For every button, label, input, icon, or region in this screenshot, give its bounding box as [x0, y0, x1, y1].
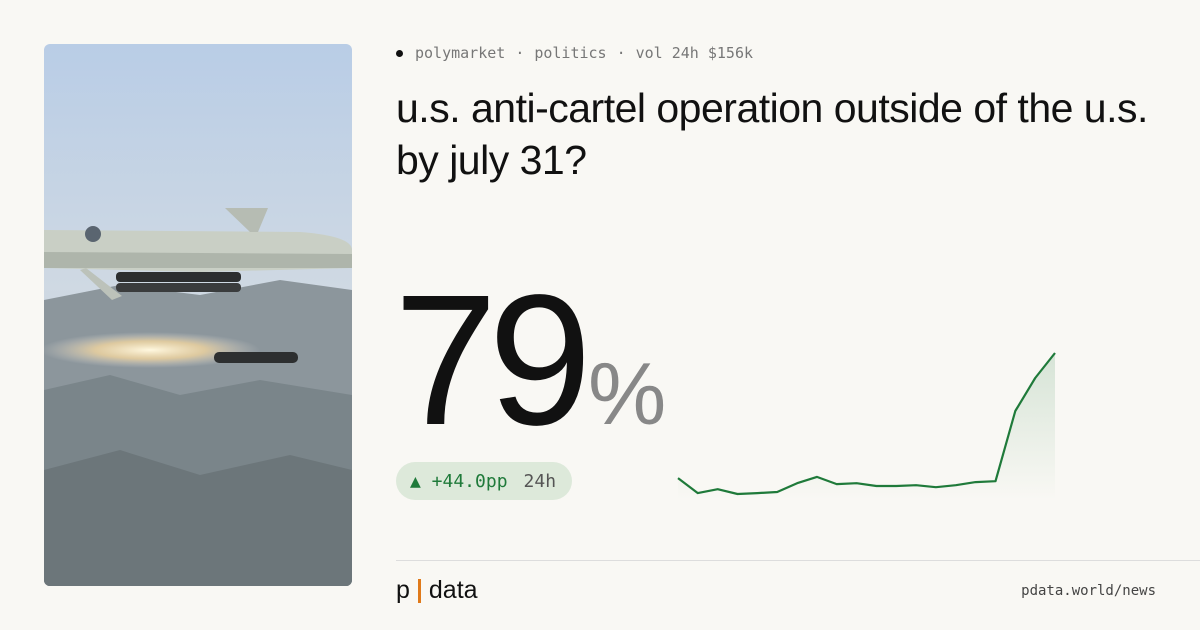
title: u.s. anti-cartel operation outside of th… [396, 85, 1148, 183]
brand-left: p [396, 576, 410, 604]
brand-right: data [428, 576, 478, 604]
brand-bar [417, 578, 421, 603]
change-delta: ▲ +44.0pp [410, 470, 508, 492]
divider [396, 560, 1200, 561]
probability-unit: % [588, 344, 667, 443]
bullet [396, 49, 403, 57]
meta-separator: · [515, 44, 525, 62]
brand: p data [396, 576, 478, 605]
meta: polymarket · politics · vol 24h $156k [396, 44, 753, 62]
probability: 79 [394, 257, 592, 464]
sparkline-line [677, 352, 1056, 496]
change-pill: ▲ +44.0pp 24h [396, 462, 573, 500]
sparkline-area [678, 353, 1055, 500]
meta-source: polymarket [415, 44, 506, 62]
meta-separator: · [616, 44, 626, 62]
meta-volume: vol 24h $156k [635, 44, 754, 62]
change-period: 24h [523, 470, 557, 492]
url: pdata.world/news [1021, 583, 1156, 599]
meta-category: politics [534, 44, 607, 62]
